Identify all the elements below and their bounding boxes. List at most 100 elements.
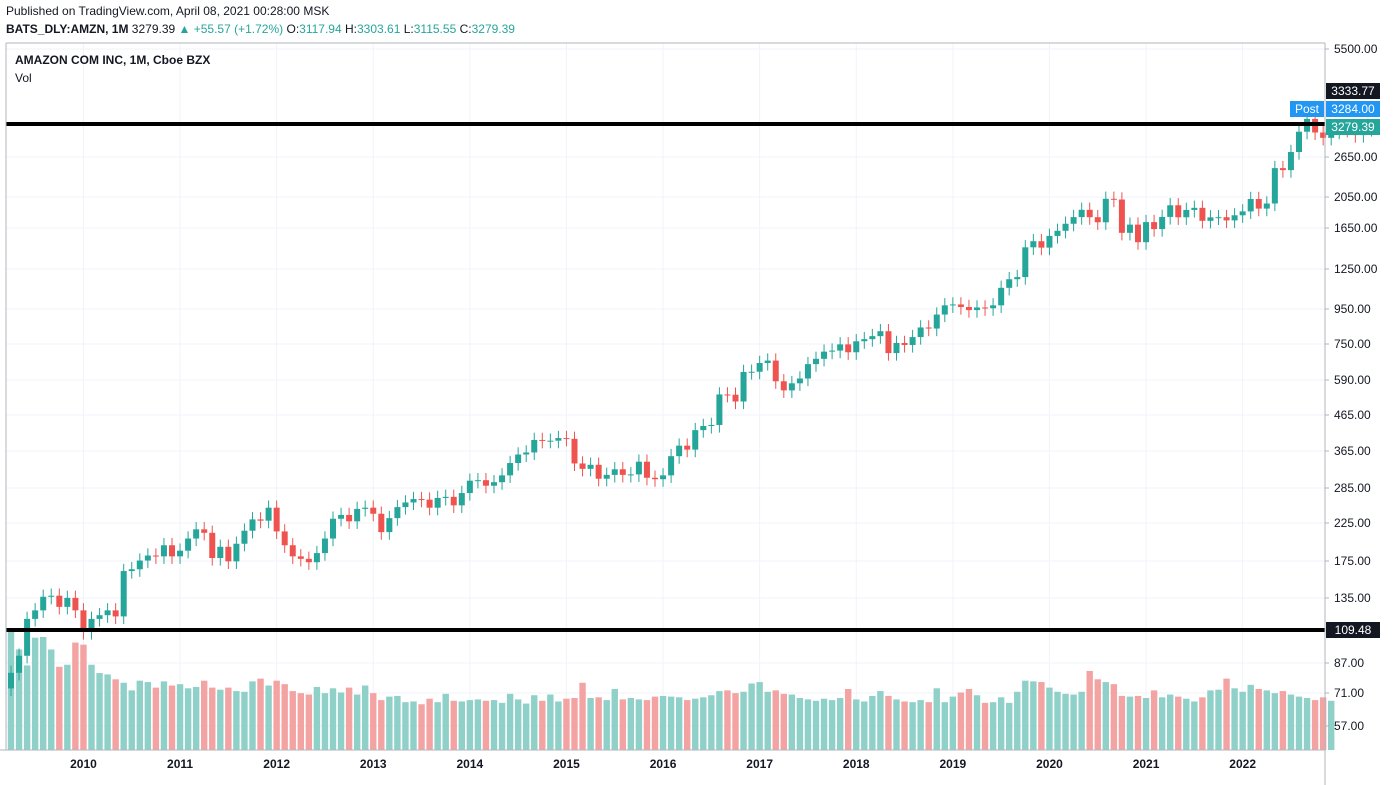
volume-bar xyxy=(587,698,594,750)
time-tick-label: 2018 xyxy=(843,757,870,771)
horizontal-lines[interactable] xyxy=(6,122,1325,632)
candle-body xyxy=(474,480,481,482)
price-tick-label: 365.00 xyxy=(1334,444,1371,458)
candle-body xyxy=(821,351,828,359)
volume-bar xyxy=(329,688,337,750)
volume-bar xyxy=(72,642,79,750)
volume-bar xyxy=(1191,701,1198,750)
candle-body xyxy=(1183,209,1190,218)
candle-body xyxy=(80,610,87,633)
candle-body xyxy=(88,618,95,633)
candle-body xyxy=(708,424,715,426)
candle-body xyxy=(1054,230,1061,236)
candle-body xyxy=(885,331,892,354)
candle-body xyxy=(185,538,192,551)
volume-bar xyxy=(217,689,224,750)
volume-bar xyxy=(426,698,433,750)
volume-bar xyxy=(724,690,731,750)
volume-bar xyxy=(684,700,691,750)
candle-body xyxy=(949,304,956,306)
candle-body xyxy=(458,493,465,506)
price-tick-label: 2050.00 xyxy=(1334,190,1378,204)
volume-bar xyxy=(949,696,957,750)
volume-bar xyxy=(571,698,578,750)
volume-bar xyxy=(1062,693,1069,750)
volume-bar xyxy=(176,684,184,750)
candle-body xyxy=(1030,241,1037,248)
volume-bar xyxy=(1110,684,1118,750)
candle-body xyxy=(1231,215,1238,221)
volume-bar xyxy=(869,695,876,750)
last-price-label-bg xyxy=(1326,119,1380,135)
candle-body xyxy=(724,394,731,396)
volume-bar xyxy=(1022,680,1029,750)
candle-body xyxy=(354,508,361,522)
candle-body xyxy=(1086,209,1093,218)
candle-body xyxy=(845,344,852,353)
volume-bar xyxy=(659,695,667,750)
volume-bar xyxy=(1199,697,1206,750)
candle-body xyxy=(491,482,497,486)
candle-body xyxy=(1070,217,1077,224)
volume-bar xyxy=(136,680,143,750)
volume-bar xyxy=(442,693,449,750)
volume-bar xyxy=(289,691,296,750)
price-tick-label: 225.00 xyxy=(1334,516,1371,530)
candle-body xyxy=(732,394,739,402)
open-label: O: xyxy=(286,22,300,36)
volume-bar xyxy=(184,688,192,750)
volume-bar xyxy=(313,686,321,750)
candle-body xyxy=(64,597,71,607)
candle-body xyxy=(652,477,658,480)
candle-body xyxy=(281,531,288,546)
candle-body xyxy=(1199,207,1206,221)
price-tick-label: 950.00 xyxy=(1334,302,1371,316)
volume-bar xyxy=(563,698,570,750)
candle-body xyxy=(1094,217,1101,223)
volume-bar xyxy=(128,690,135,750)
volume-bar xyxy=(402,702,409,750)
candle-body xyxy=(72,597,79,611)
volume-bar xyxy=(362,685,369,750)
volume-bar xyxy=(732,693,739,750)
last-price-label: 3279.39 xyxy=(1331,120,1375,134)
line-low-label: 109.48 xyxy=(1335,623,1372,637)
candle-body xyxy=(217,546,224,559)
price-axis[interactable]: 5500.00 2650.00 2050.00 1650.00 1250.00 950.0… xyxy=(5,42,1380,785)
volume-bar xyxy=(1167,694,1174,750)
candle-body xyxy=(796,378,803,384)
candle-body xyxy=(96,615,103,619)
volume-bar xyxy=(80,644,87,750)
price-tick-label: 57.00 xyxy=(1334,719,1364,733)
volume-bar xyxy=(675,697,683,750)
candle-body xyxy=(1271,168,1278,204)
candle-body xyxy=(547,440,554,442)
candle-body xyxy=(772,360,779,382)
volume-bar xyxy=(378,700,385,750)
candle-body xyxy=(925,327,932,329)
volume-bar xyxy=(353,694,361,750)
volume-bar xyxy=(885,695,892,750)
candle-body xyxy=(209,532,216,559)
volume-bar xyxy=(756,682,763,750)
time-axis[interactable]: 2010 2011 2012 2013 2014 2015 2016 2017 2018 2019… xyxy=(0,749,1325,771)
volume-bar xyxy=(1102,682,1109,750)
candle-body xyxy=(144,555,151,561)
candle-body xyxy=(402,502,409,508)
candle-body xyxy=(603,474,610,479)
volume-bar xyxy=(692,698,699,750)
candle-body xyxy=(370,507,377,514)
price-tick-label: 71.00 xyxy=(1334,686,1364,700)
candle-body xyxy=(716,394,723,425)
volume-bar xyxy=(539,700,546,750)
volume-bar xyxy=(1328,700,1335,750)
volume-bar xyxy=(1271,693,1279,750)
candle-body xyxy=(1006,279,1013,288)
line-low-label-bg xyxy=(1326,622,1380,638)
volume-bar xyxy=(281,684,288,750)
candle-body xyxy=(152,555,159,557)
candle-body xyxy=(837,344,844,351)
volume-bar xyxy=(796,698,804,750)
price-tick-label: 465.00 xyxy=(1334,408,1371,422)
